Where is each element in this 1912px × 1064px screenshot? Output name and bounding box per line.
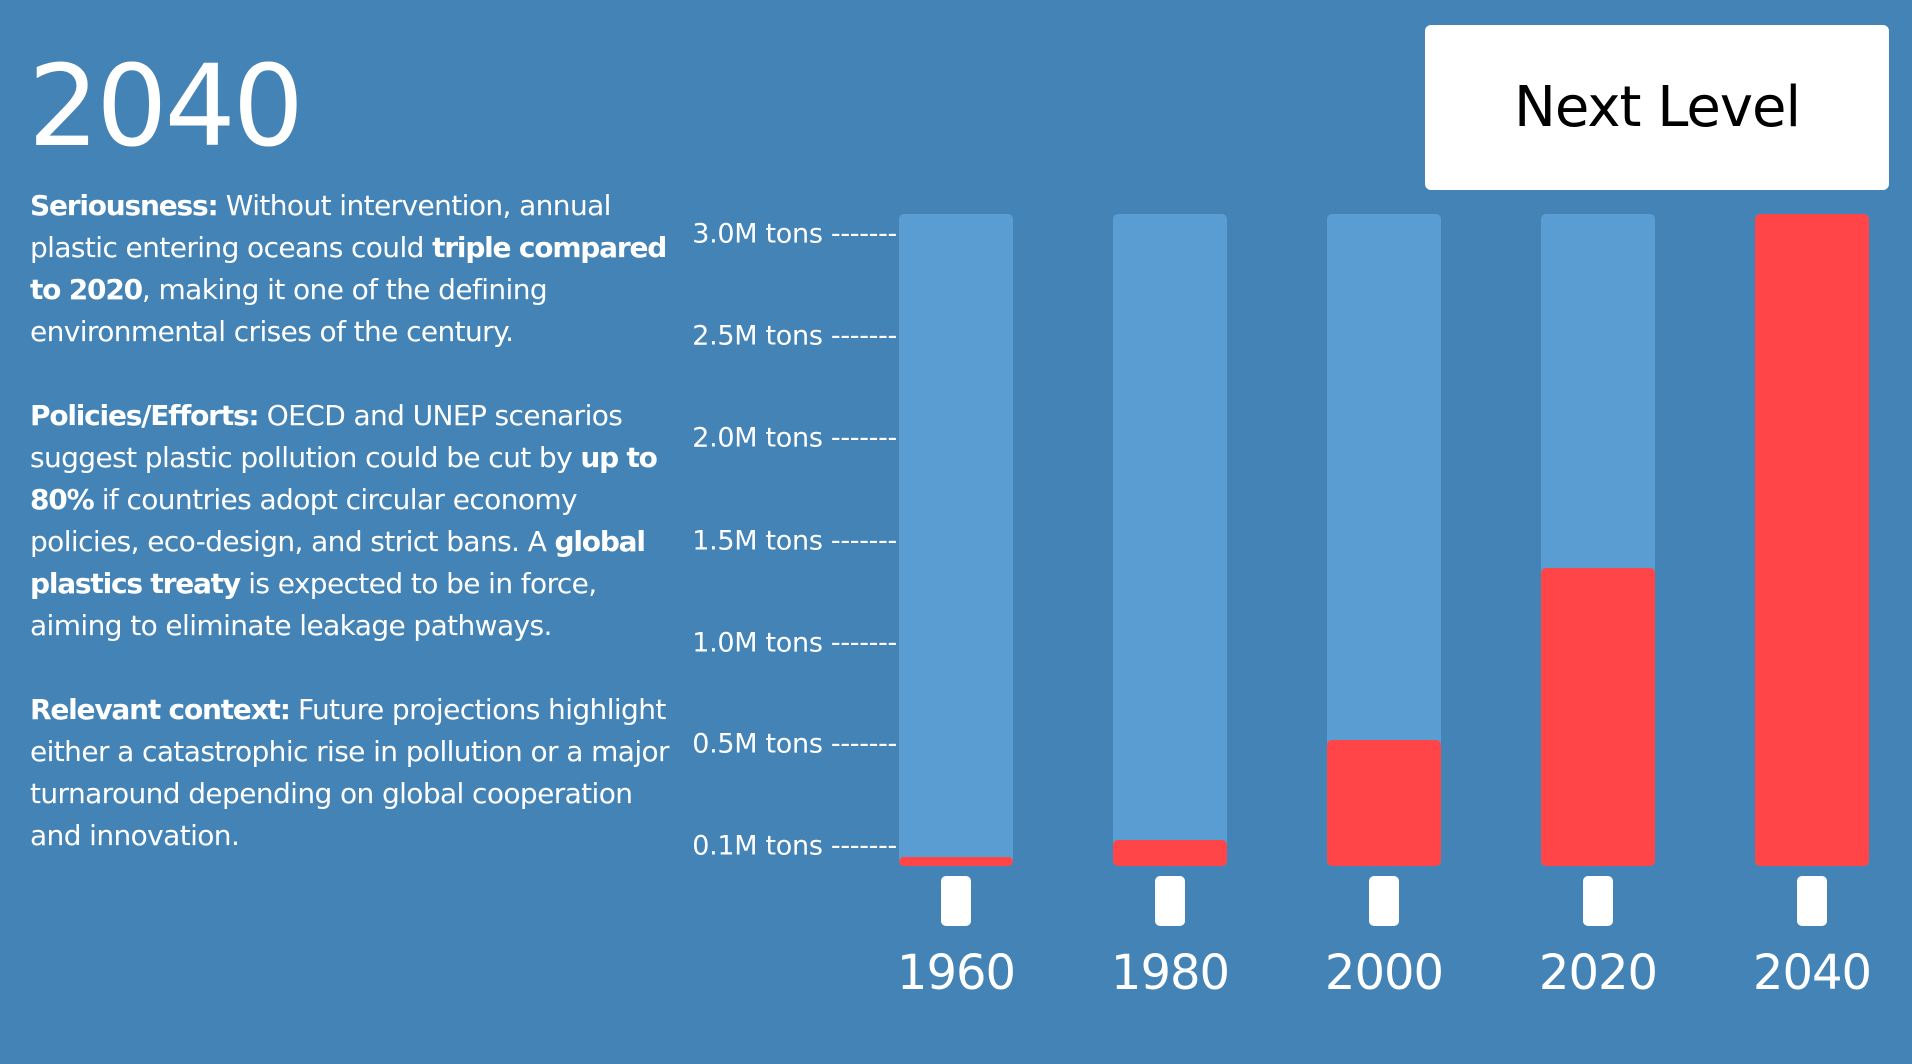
x-tick-label: 2020 <box>1538 945 1658 1001</box>
bar-1980 <box>1113 839 1227 866</box>
bar-handle-2000[interactable] <box>1369 876 1399 926</box>
x-tick-label: 1960 <box>896 945 1016 1001</box>
bar-handle-1960[interactable] <box>941 876 971 926</box>
x-tick-label: 2040 <box>1752 945 1872 1001</box>
context-text: Future projections highlight either a ca… <box>30 693 670 852</box>
bar-1960 <box>899 857 1013 866</box>
next-level-button[interactable]: Next Level <box>1425 25 1889 190</box>
policies-highlight-1: up to 80% <box>30 441 658 516</box>
y-tick-label: 3.0M tons ------- <box>692 218 897 250</box>
policies-highlight-2: global plastics treaty <box>30 525 646 600</box>
bar-2020 <box>1541 568 1655 866</box>
seriousness-text-end: , making it one of the defining environm… <box>30 273 548 348</box>
bar-track-1960 <box>899 214 1013 866</box>
x-tick-label: 1980 <box>1110 945 1230 1001</box>
bar-handle-1980[interactable] <box>1155 876 1185 926</box>
info-panel: Seriousness: Without intervention, annua… <box>30 185 690 899</box>
y-tick-label: 1.5M tons ------- <box>692 525 897 557</box>
bar-handle-2040[interactable] <box>1797 876 1827 926</box>
policies-text-3: is expected to be in force, aiming to el… <box>30 567 597 642</box>
context-paragraph: Relevant context: Future projections hig… <box>30 689 690 857</box>
y-tick-label: 2.0M tons ------- <box>692 422 897 454</box>
policies-text: OECD and UNEP scenarios suggest plastic … <box>30 399 623 474</box>
seriousness-text: Without intervention, annual plastic ent… <box>30 189 611 264</box>
bar-track-1980 <box>1113 214 1227 866</box>
bar-track-2040 <box>1755 214 1869 866</box>
y-tick-label: 0.5M tons ------- <box>692 728 897 760</box>
seriousness-label: Seriousness: <box>30 189 219 222</box>
seriousness-highlight: triple compared to 2020 <box>30 231 667 306</box>
bar-2040 <box>1755 214 1869 866</box>
bar-2000 <box>1327 739 1441 866</box>
policies-paragraph: Policies/Efforts: OECD and UNEP scenario… <box>30 395 690 647</box>
year-title: 2040 <box>28 42 304 172</box>
context-label: Relevant context: <box>30 693 291 726</box>
y-tick-label: 0.1M tons ------- <box>692 830 897 862</box>
x-tick-label: 2000 <box>1324 945 1444 1001</box>
y-tick-label: 1.0M tons ------- <box>692 627 897 659</box>
bar-handle-2020[interactable] <box>1583 876 1613 926</box>
y-tick-label: 2.5M tons ------- <box>692 320 897 352</box>
bar-track-2000 <box>1327 214 1441 866</box>
bar-track-2020 <box>1541 214 1655 866</box>
seriousness-paragraph: Seriousness: Without intervention, annua… <box>30 185 690 353</box>
policies-label: Policies/Efforts: <box>30 399 260 432</box>
policies-text-2: if countries adopt circular economy poli… <box>30 483 578 558</box>
